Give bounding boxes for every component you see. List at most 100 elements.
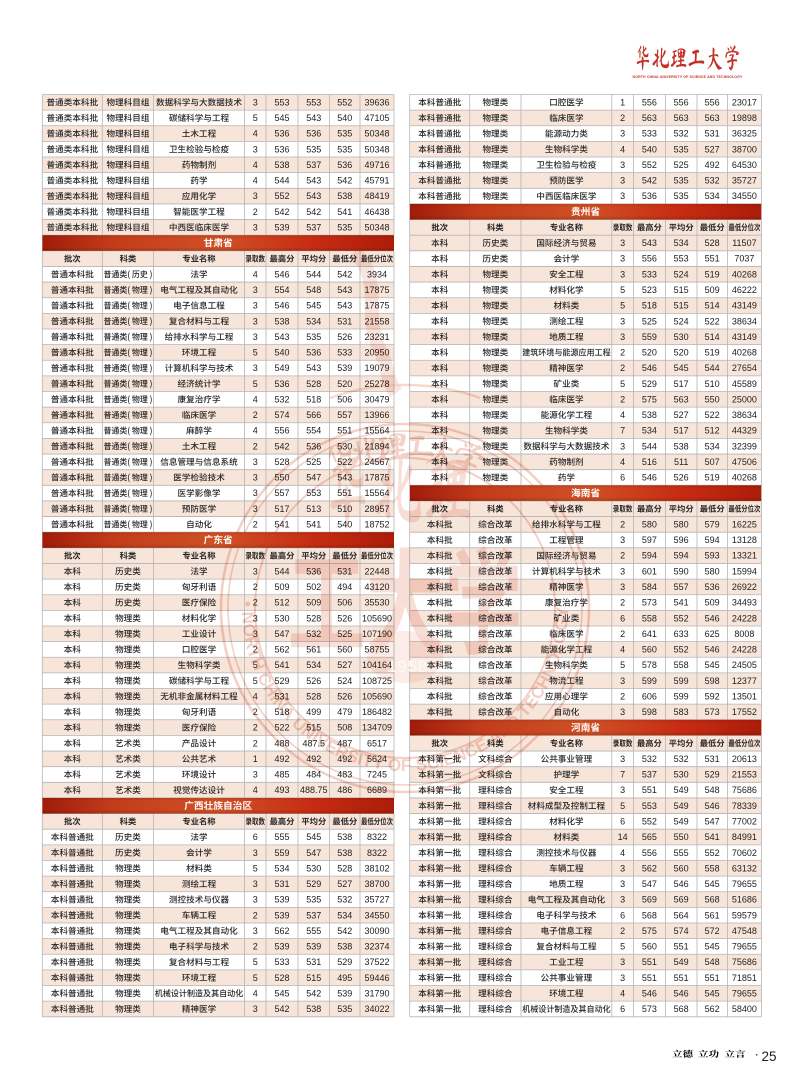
svg-text:519: 519 [705,348,720,358]
svg-text:531: 531 [274,691,289,701]
svg-text:79655: 79655 [732,942,757,952]
svg-text:25000: 25000 [732,394,757,404]
svg-text:529: 529 [337,957,352,967]
svg-text:3: 3 [620,160,625,170]
svg-text:574: 574 [674,926,689,936]
svg-text:538: 538 [337,191,352,201]
svg-text:35727: 35727 [364,895,389,905]
svg-text:525: 525 [674,160,689,170]
svg-text:545: 545 [274,988,289,998]
svg-text:543: 543 [306,191,321,201]
svg-text:23231: 23231 [364,332,389,342]
svg-text:530: 530 [306,863,321,873]
svg-text:47105: 47105 [364,113,389,123]
svg-text:4: 4 [253,160,258,170]
svg-text:6: 6 [253,832,258,842]
svg-text:545: 545 [306,301,321,311]
svg-text:539: 539 [274,222,289,232]
svg-text:512: 512 [705,426,720,436]
svg-text:510: 510 [705,379,720,389]
svg-text:3: 3 [253,332,258,342]
svg-text:599: 599 [642,676,657,686]
svg-text:3: 3 [253,144,258,154]
svg-text:24228: 24228 [732,613,757,623]
svg-text:38700: 38700 [732,144,757,154]
svg-text:542: 542 [642,176,657,186]
svg-text:592: 592 [705,691,720,701]
svg-text:64530: 64530 [732,160,757,170]
svg-text:548: 548 [705,957,720,967]
svg-text:537: 537 [642,770,657,780]
svg-text:540: 540 [274,348,289,358]
svg-text:18752: 18752 [364,519,389,529]
svg-text:15994: 15994 [732,566,757,576]
svg-text:531: 531 [306,957,321,967]
svg-text:487: 487 [337,738,352,748]
svg-text:34550: 34550 [364,910,389,920]
svg-text:561: 561 [705,910,720,920]
svg-text:548: 548 [306,285,321,295]
svg-text:514: 514 [705,332,720,342]
svg-text:6689: 6689 [367,785,387,795]
svg-text:531: 531 [337,316,352,326]
svg-text:597: 597 [642,535,657,545]
svg-text:543: 543 [306,363,321,373]
svg-text:525: 525 [642,316,657,326]
svg-text:552: 552 [337,97,352,107]
svg-text:2: 2 [253,738,258,748]
svg-text:541: 541 [705,832,720,842]
svg-text:531: 531 [705,754,720,764]
svg-text:551: 551 [642,957,657,967]
svg-text:22448: 22448 [364,566,389,576]
svg-text:558: 558 [642,613,657,623]
svg-text:13501: 13501 [732,691,757,701]
svg-text:2: 2 [620,394,625,404]
svg-text:539: 539 [274,942,289,952]
svg-text:50348: 50348 [364,222,389,232]
svg-text:535: 535 [337,1004,352,1014]
svg-text:539: 539 [274,895,289,905]
svg-text:492: 492 [274,754,289,764]
svg-text:58755: 58755 [364,645,389,655]
svg-text:526: 526 [337,691,352,701]
svg-text:527: 527 [674,410,689,420]
svg-text:3: 3 [620,332,625,342]
svg-text:575: 575 [642,394,657,404]
svg-text:558: 558 [674,660,689,670]
svg-text:492: 492 [306,754,321,764]
svg-text:538: 538 [274,316,289,326]
svg-text:541: 541 [674,598,689,608]
svg-text:554: 554 [306,426,321,436]
svg-text:546: 546 [674,879,689,889]
svg-text:523: 523 [642,285,657,295]
svg-text:536: 536 [274,144,289,154]
svg-text:583: 583 [674,707,689,717]
svg-text:6: 6 [620,1004,625,1014]
svg-text:24505: 24505 [732,660,757,670]
svg-text:517: 517 [674,379,689,389]
svg-text:543: 543 [337,473,352,483]
svg-text:536: 536 [337,160,352,170]
svg-text:519: 519 [705,269,720,279]
svg-text:547: 547 [274,629,289,639]
svg-text:486: 486 [337,785,352,795]
svg-text:7: 7 [620,770,625,780]
svg-text:59446: 59446 [364,973,389,983]
svg-text:13321: 13321 [732,551,757,561]
svg-text:3: 3 [620,191,625,201]
svg-text:559: 559 [642,332,657,342]
svg-text:21894: 21894 [364,441,389,451]
svg-text:3: 3 [620,895,625,905]
svg-text:509: 509 [705,285,720,295]
svg-text:506: 506 [337,394,352,404]
svg-text:5: 5 [253,957,258,967]
svg-text:32399: 32399 [732,441,757,451]
svg-text:535: 535 [337,222,352,232]
svg-text:78339: 78339 [732,801,757,811]
svg-text:564: 564 [674,910,689,920]
svg-text:50348: 50348 [364,129,389,139]
svg-text:532: 532 [705,176,720,186]
svg-text:561: 561 [306,645,321,655]
svg-text:4: 4 [253,129,258,139]
svg-text:6: 6 [620,473,625,483]
